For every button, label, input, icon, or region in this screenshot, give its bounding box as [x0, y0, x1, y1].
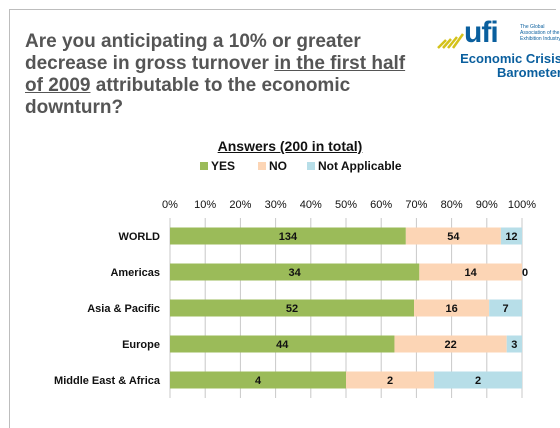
category-label: Asia & Pacific: [87, 303, 160, 315]
data-label: 2: [387, 375, 393, 387]
bar-segment-not-applicable: [500, 227, 522, 245]
bar-segment-no: [346, 371, 434, 389]
x-tick-label: 90%: [476, 199, 498, 211]
x-tick-label: 60%: [370, 199, 392, 211]
bar-segment-no: [405, 227, 501, 245]
x-tick-label: 100%: [508, 199, 536, 211]
legend-swatch-2: [307, 162, 315, 170]
data-label: 0: [522, 267, 528, 279]
bar-segment-no: [394, 335, 507, 353]
x-tick-label: 20%: [229, 199, 251, 211]
question-text-underlined: in the first half of 2009: [25, 53, 406, 96]
logo-barometer: Barometer: [496, 65, 560, 80]
ufi-logo: ufi The Global Association of the Exhibi…: [436, 16, 560, 86]
ufi-brand-text: ufi: [464, 16, 499, 49]
slide-question: Are you anticipating a 10% or greater de…: [25, 31, 415, 119]
x-tick-label: 10%: [194, 199, 216, 211]
question-text-part2: attributable to the economic downturn?: [25, 75, 351, 118]
x-tick-label: 40%: [300, 199, 322, 211]
x-tick-label: 30%: [265, 199, 287, 211]
bar-segment-not-applicable: [434, 371, 522, 389]
legend-swatch-1: [258, 162, 266, 170]
data-label: 22: [444, 339, 456, 351]
data-label: 134: [279, 231, 298, 243]
data-label: 44: [276, 339, 289, 351]
bar-segment-yes: [170, 335, 395, 353]
ufi-association-text: The Global Association of the Exhibition…: [520, 24, 560, 42]
data-label: 34: [289, 267, 302, 279]
x-tick-label: 70%: [405, 199, 427, 211]
logo-economic-crisis: Economic Crisis: [460, 51, 560, 66]
category-label: Europe: [122, 339, 160, 351]
data-label: 14: [465, 267, 478, 279]
data-label: 12: [505, 231, 517, 243]
x-tick-label: 50%: [335, 199, 357, 211]
bar-segment-not-applicable: [506, 335, 522, 353]
legend-label-2: Not Applicable: [318, 159, 402, 173]
data-label: 7: [503, 303, 509, 315]
chart-title: Answers (200 in total): [217, 138, 363, 154]
category-label: Americas: [110, 267, 160, 279]
legend-label-1: NO: [269, 159, 287, 173]
data-label: 4: [255, 375, 262, 387]
ufi-swoosh-icon: [437, 33, 465, 49]
category-label: WORLD: [118, 231, 160, 243]
bar-segment-no: [419, 263, 522, 281]
data-label: 52: [286, 303, 298, 315]
slide-frame: [9, 9, 556, 428]
bar-segment-no: [414, 299, 490, 317]
data-label: 16: [445, 303, 457, 315]
x-tick-label: 80%: [441, 199, 463, 211]
data-label: 3: [511, 339, 517, 351]
x-tick-label: 0%: [162, 199, 178, 211]
question-text-part1: Are you anticipating a 10% or greater de…: [25, 31, 361, 74]
bar-segment-yes: [170, 299, 415, 317]
bar-segment-yes: [170, 227, 406, 245]
bar-segment-yes: [170, 263, 420, 281]
bar-segment-not-applicable: [489, 299, 522, 317]
data-label: 2: [475, 375, 481, 387]
category-label: Middle East & Africa: [54, 375, 161, 387]
legend-label-0: YES: [211, 159, 235, 173]
legend-swatch-0: [200, 162, 208, 170]
data-label: 54: [447, 231, 460, 243]
bar-segment-yes: [170, 371, 346, 389]
